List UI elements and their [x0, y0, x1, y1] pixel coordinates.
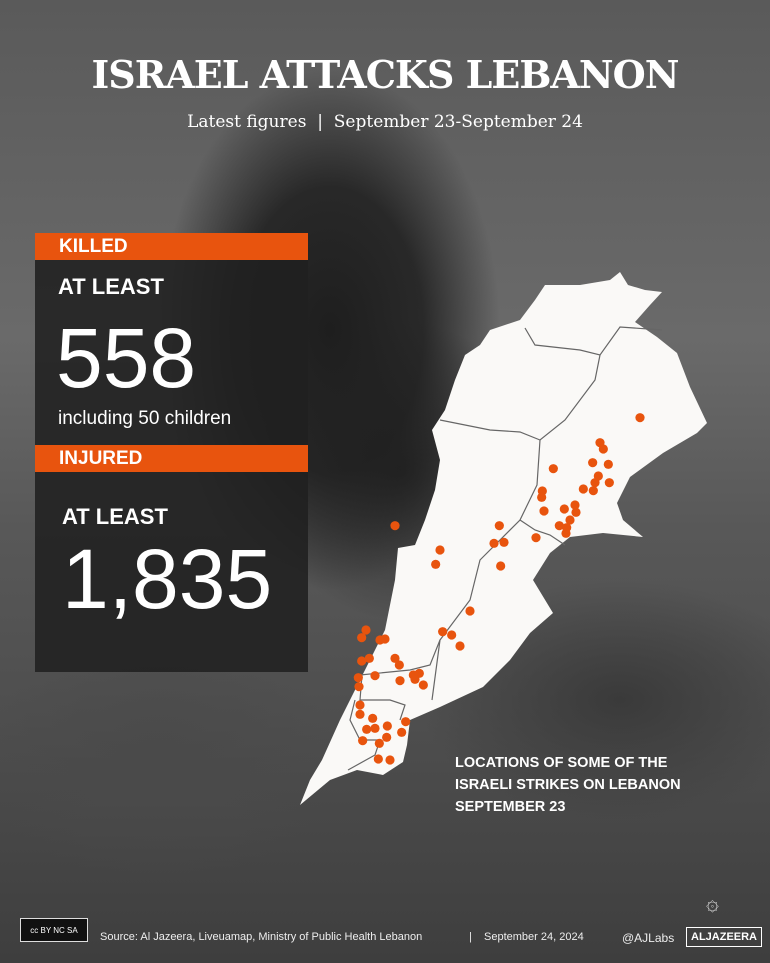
strike-location-dot: [537, 492, 547, 502]
strike-location-dot: [357, 656, 367, 666]
strike-location-dot: [390, 653, 400, 663]
strike-location-dot: [355, 709, 365, 719]
strike-location-dot: [355, 700, 365, 710]
strike-location-dot: [362, 724, 372, 734]
strike-location-dot: [438, 627, 448, 637]
strike-location-dot: [559, 504, 569, 514]
injured-label: INJURED: [35, 445, 308, 472]
page-title: ISRAEL ATTACKS LEBANON: [91, 52, 679, 97]
strike-location-dot: [390, 521, 400, 531]
strike-location-dot: [368, 713, 378, 723]
strike-location-dot: [370, 723, 380, 733]
strike-location-dot: [604, 478, 614, 488]
caption-line: LOCATIONS OF SOME OF THE: [455, 755, 668, 771]
strike-location-dot: [496, 561, 506, 571]
strike-location-dot: [364, 653, 374, 663]
killed-label: KILLED: [35, 233, 308, 260]
aljazeera-wordmark: ALJAZEERA: [686, 927, 763, 947]
strike-location-dot: [357, 633, 367, 643]
injured-count: 1,835: [62, 532, 273, 626]
caption-line: SEPTEMBER 23: [455, 799, 566, 815]
killed-note: including 50 children: [58, 408, 232, 429]
strike-location-dot: [394, 660, 404, 670]
killed-prefix: AT LEAST: [58, 274, 164, 299]
strike-location-dot: [410, 674, 420, 684]
strike-location-dot: [373, 754, 383, 764]
strike-location-dot: [489, 538, 499, 548]
strike-location-dot: [455, 641, 465, 651]
strike-location-dot: [590, 478, 600, 488]
strike-location-dot: [554, 521, 564, 531]
creative-commons-badge: cc BY NC SA: [20, 918, 88, 942]
subtitle: Latest figures | September 23-September …: [0, 112, 770, 132]
strike-location-dot: [374, 738, 384, 748]
strike-location-dot: [588, 486, 598, 496]
strike-location-dot: [571, 507, 581, 517]
strike-location-dot: [385, 755, 395, 765]
aj-labs-handle: @AJLabs: [622, 931, 675, 945]
source-text: Source: Al Jazeera, Liveuamap, Ministry …: [100, 931, 423, 943]
strike-location-dot: [361, 625, 371, 635]
strike-location-dot: [499, 537, 509, 547]
strike-location-dot: [494, 521, 504, 531]
district-borders: [347, 326, 663, 771]
strike-location-dot: [397, 727, 407, 737]
strike-location-dot: [395, 676, 405, 686]
aljazeera-logo-icon: ۞: [706, 890, 719, 915]
strike-location-dot: [354, 682, 364, 692]
subtitle-left: Latest figures: [187, 112, 307, 132]
caption-line: ISRAELI STRIKES ON LEBANON: [455, 777, 681, 793]
strike-location-dot: [598, 444, 608, 454]
injured-prefix: AT LEAST: [62, 504, 168, 529]
strike-location-dot: [358, 736, 368, 746]
strike-location-dot: [380, 634, 390, 644]
strike-location-dot: [578, 484, 588, 494]
map-caption: LOCATIONS OF SOME OF THE ISRAELI STRIKES…: [455, 752, 681, 818]
strike-location-dot: [635, 413, 645, 423]
strike-location-dot: [370, 671, 380, 681]
strike-location-dot: [382, 721, 392, 731]
strike-location-dot: [382, 732, 392, 742]
strike-location-dot: [565, 515, 575, 525]
killed-count: 558: [56, 311, 197, 405]
strike-location-dot: [570, 500, 580, 510]
footer-date: September 24, 2024: [484, 931, 584, 943]
strike-location-dot: [435, 545, 445, 555]
strike-location-dot: [401, 717, 411, 727]
subtitle-separator: |: [317, 112, 323, 132]
strike-location-dot: [539, 506, 549, 516]
strike-location-dot: [465, 606, 475, 616]
strike-location-dot: [561, 528, 571, 538]
strike-location-dot: [447, 630, 457, 640]
strike-location-dot: [431, 559, 441, 569]
strike-location-dot: [548, 464, 558, 474]
subtitle-dates: September 23-September 24: [333, 112, 583, 132]
strike-location-dot: [588, 458, 598, 468]
strike-location-dot: [603, 459, 613, 469]
strike-location-dot: [418, 680, 428, 690]
strike-location-dot: [531, 533, 541, 543]
strike-location-dot: [353, 673, 363, 683]
footer-separator: |: [469, 931, 472, 943]
